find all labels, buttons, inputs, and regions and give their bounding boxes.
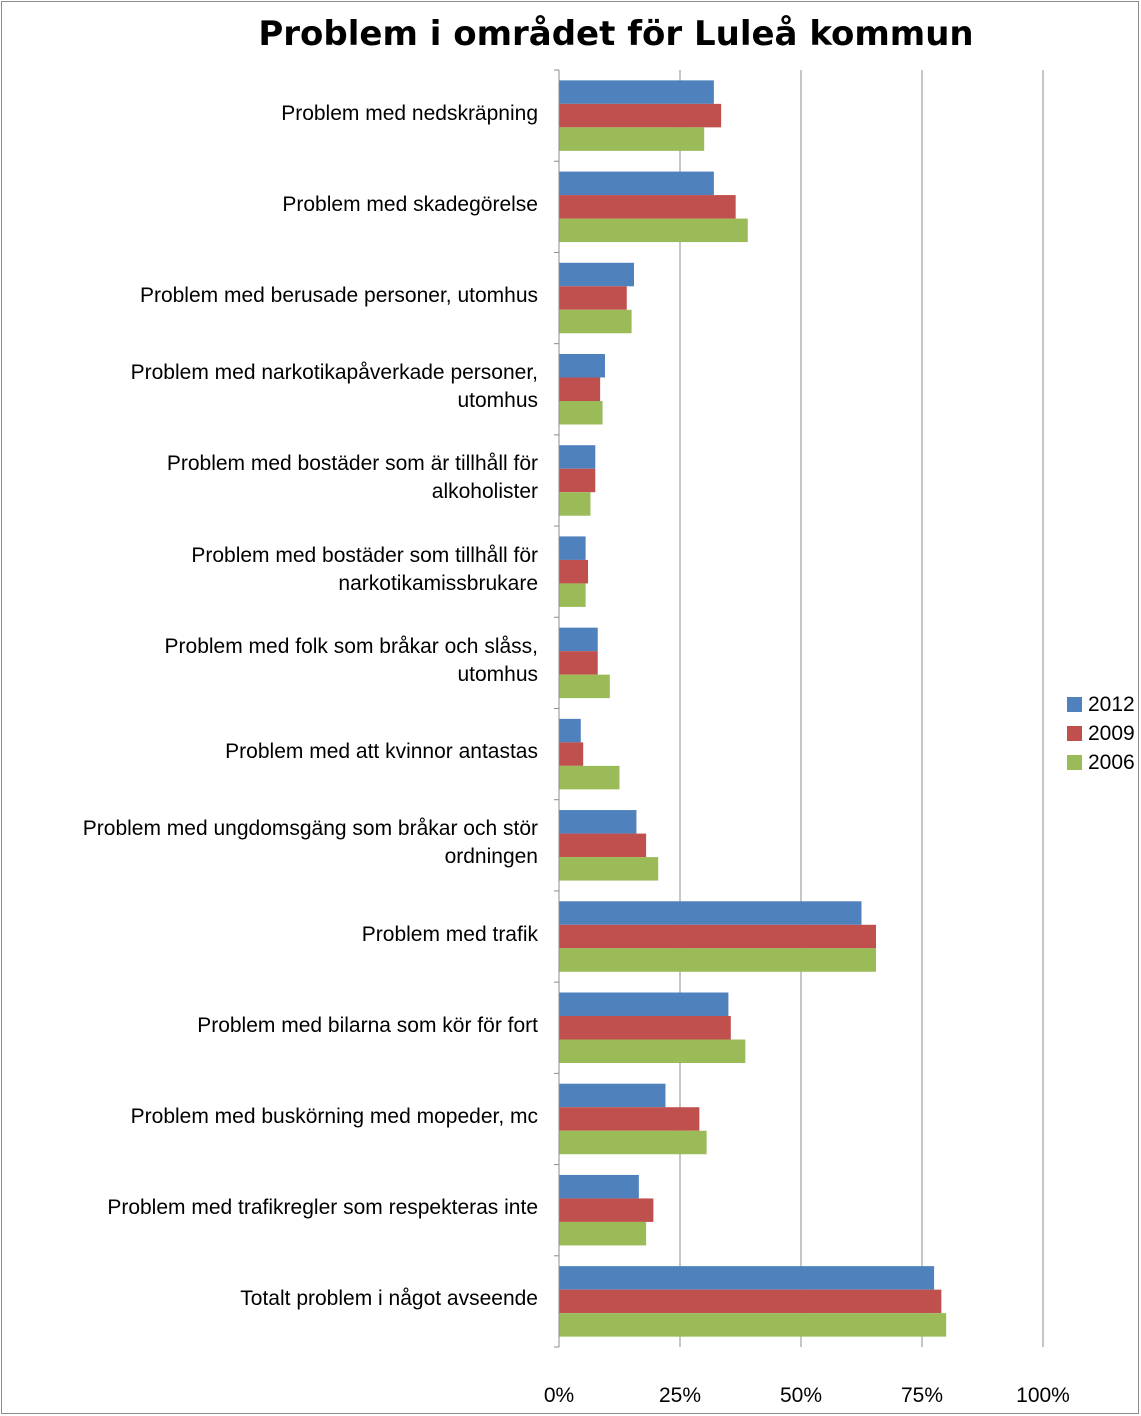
category-label: Problem med nedskräpning: [0, 100, 538, 128]
category-label-line: Problem med ungdomsgäng som bråkar och s…: [82, 817, 538, 841]
legend-label-2006: 2006: [1088, 750, 1135, 774]
x-tick-label: 0%: [543, 1384, 575, 1407]
bar-2012: [559, 262, 635, 287]
bar-2006: [559, 1130, 707, 1155]
bar-2009: [559, 833, 647, 858]
category-label-line: utomhus: [457, 389, 538, 413]
bar-2009: [559, 1016, 731, 1040]
bar-2012: [559, 718, 581, 743]
bar-2012: [559, 171, 714, 196]
category-label-line: utomhus: [457, 662, 538, 686]
bar-2012: [559, 445, 596, 469]
bar-2009: [559, 742, 584, 766]
bar-2009: [559, 924, 877, 949]
bar-2012: [559, 901, 862, 925]
legend-label-2009: 2009: [1088, 721, 1135, 745]
bar-2012: [559, 1174, 639, 1199]
category-label: Totalt problem i något avseende: [0, 1285, 538, 1313]
bar-2006: [559, 674, 610, 699]
category-label-line: narkotikamissbrukare: [338, 571, 538, 595]
bar-2006: [559, 218, 748, 243]
category-label-line: Problem med trafikregler som respekteras…: [107, 1196, 538, 1220]
bar-2006: [559, 583, 586, 607]
bar-2009: [559, 559, 589, 584]
category-label-line: Problem med skadegörelse: [282, 192, 538, 216]
x-tick-label: 75%: [900, 1384, 944, 1407]
category-label-line: Problem med narkotikapåverkade personer,: [130, 361, 538, 385]
bar-2009: [559, 1198, 654, 1222]
bar-2012: [559, 1083, 666, 1108]
legend-swatch-2012: [1067, 697, 1082, 712]
bar-2006: [559, 857, 659, 881]
category-label: Problem med att kvinnor antastas: [0, 738, 538, 766]
bar-2006: [559, 1221, 647, 1246]
category-label-line: Problem med att kvinnor antastas: [225, 740, 538, 764]
bar-2012: [559, 354, 605, 378]
bar-2009: [559, 468, 596, 493]
bar-2012: [559, 810, 637, 834]
category-label-line: Problem med trafik: [361, 922, 538, 946]
legend-swatch-2009: [1067, 726, 1082, 741]
category-label: Problem med trafik: [0, 921, 538, 949]
legend-label-2012: 2012: [1088, 692, 1135, 716]
bar-2006: [559, 948, 877, 972]
bar-2012: [559, 1266, 935, 1290]
category-label-line: ordningen: [444, 845, 538, 869]
category-label-line: Totalt problem i något avseende: [240, 1287, 538, 1311]
bar-2006: [559, 127, 705, 151]
category-label: Problem med bilarna som kör för fort: [0, 1012, 538, 1040]
bar-2012: [559, 536, 586, 560]
bar-2006: [559, 1313, 947, 1337]
bar-2009: [559, 286, 627, 310]
category-label-line: Problem med folk som bråkar och slåss,: [164, 634, 538, 658]
legend-item-2012: 2012: [1067, 690, 1135, 719]
x-tick-label: 100%: [1016, 1384, 1070, 1407]
category-label: Problem med bostäder som tillhåll för nar…: [0, 542, 538, 598]
category-label: Problem med skadegörelse: [0, 191, 538, 219]
bar-2009: [559, 195, 736, 219]
legend: 2012 2009 2006: [1067, 690, 1135, 777]
bar-2006: [559, 401, 603, 425]
category-label-line: Problem med bostäder som tillhåll för: [191, 543, 538, 567]
category-label: Problem med ungdomsgäng som bråkar och s…: [0, 815, 538, 871]
category-label: Problem med folk som bråkar och slåss, ut…: [0, 633, 538, 689]
bar-2009: [559, 651, 598, 675]
category-label-line: alkoholister: [431, 480, 538, 504]
category-label-line: Problem med bilarna som kör för fort: [197, 1013, 538, 1037]
bar-2006: [559, 765, 620, 790]
bar-2012: [559, 992, 729, 1016]
category-label: Problem med berusade personer, utomhus: [0, 282, 538, 310]
bar-2006: [559, 492, 591, 516]
category-label: Problem med trafikregler som respekteras…: [0, 1194, 538, 1222]
category-label-line: Problem med bostäder som är tillhåll för: [166, 452, 538, 476]
chart-title: Problem i området för Luleå kommun: [258, 14, 974, 54]
legend-swatch-2006: [1067, 755, 1082, 770]
bar-2009: [559, 103, 722, 128]
category-label-line: Problem med buskörning med mopeder, mc: [130, 1104, 538, 1128]
x-tick-label: 25%: [658, 1384, 702, 1407]
category-label-line: Problem med berusade personer, utomhus: [139, 284, 538, 308]
bar-2009: [559, 1289, 942, 1314]
category-label: Problem med bostäder som är tillhåll för…: [0, 450, 538, 506]
bar-2006: [559, 1039, 746, 1063]
bar-2006: [559, 309, 632, 334]
category-label-line: Problem med nedskräpning: [281, 101, 538, 125]
bar-2009: [559, 1107, 700, 1131]
bar-2009: [559, 377, 601, 401]
legend-item-2006: 2006: [1067, 748, 1135, 777]
bar-2012: [559, 627, 598, 652]
x-tick-label: 50%: [779, 1384, 823, 1407]
legend-item-2009: 2009: [1067, 719, 1135, 748]
category-label: Problem med narkotikapåverkade personer,…: [0, 359, 538, 415]
category-label: Problem med buskörning med mopeder, mc: [0, 1103, 538, 1131]
bar-2012: [559, 80, 714, 104]
